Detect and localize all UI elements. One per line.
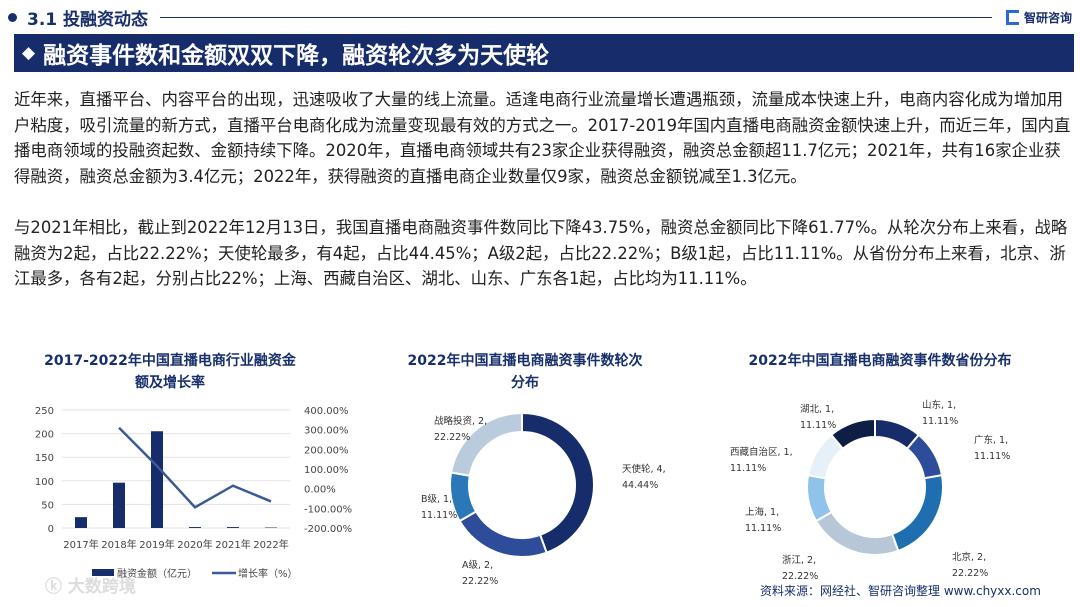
x-tick-label: 2022年 — [253, 538, 288, 551]
y2-tick-label: 200.00% — [304, 445, 349, 456]
x-tick-label: 2019年 — [139, 538, 174, 551]
paragraph-1: 近年来，直播平台、内容平台的出现，迅速吸收了大量的线上流量。适逢电商行业流量增长… — [14, 90, 1071, 186]
donut-slice — [449, 411, 523, 477]
chart-title-3: 2022年中国直播电商融资事件数省份分布 — [748, 353, 1012, 369]
donut-slice — [521, 411, 595, 554]
slice-label: B级, 1, — [421, 493, 452, 505]
slice-label: 西藏自治区, 1, — [730, 446, 793, 458]
slice-label: A级, 2, — [462, 559, 493, 571]
section-title: 3.1 投融资动态 — [27, 9, 149, 30]
y-tick-label: 200 — [35, 430, 54, 441]
slice-percent: 11.11% — [730, 463, 766, 474]
legend-swatch-bar — [92, 569, 114, 576]
y-tick-label: 150 — [35, 453, 54, 464]
banner-title: 融资事件数和金额双双下降，融资轮次多为天使轮 — [43, 43, 550, 69]
source-note: 资料来源：网经社、智研咨询整理 www.chyxx.com — [760, 584, 1041, 598]
slice-label: 山东, 1, — [922, 399, 956, 411]
donut-slice — [806, 474, 834, 523]
bar — [151, 431, 163, 528]
chart-title-1: 2017-2022年中国直播电商行业融资金额及增长率 — [44, 353, 296, 391]
slice-percent: 11.11% — [745, 523, 781, 534]
donut-slice — [814, 510, 900, 556]
x-tick-label: 2018年 — [101, 538, 136, 551]
x-tick-label: 2017年 — [63, 538, 98, 551]
bar — [113, 482, 125, 528]
y2-tick-label: 300.00% — [304, 426, 349, 437]
divider — [160, 16, 992, 18]
brand-name: 智研咨询 — [1023, 10, 1072, 25]
slice-percent: 11.11% — [421, 510, 457, 521]
slice-label: 广东, 1, — [974, 434, 1008, 446]
slice-label: 上海, 1, — [745, 506, 779, 518]
slice-percent: 22.22% — [952, 568, 988, 579]
slice-percent: 22.22% — [434, 432, 470, 443]
donut-slice — [890, 474, 944, 553]
slice-percent: 22.22% — [782, 571, 818, 582]
slice-label: 湖北, 1, — [800, 404, 834, 415]
watermark: ⓚ 大数跨境 — [45, 576, 136, 597]
slice-label: 北京, 2, — [952, 551, 986, 563]
bullet-icon — [8, 12, 17, 22]
bar — [227, 527, 239, 528]
y2-tick-label: -200.00% — [304, 524, 352, 535]
logo-icon — [1005, 9, 1019, 25]
y2-tick-label: 400.00% — [304, 406, 349, 417]
donut-slice — [458, 510, 548, 558]
slice-percent: 11.11% — [974, 451, 1010, 462]
y2-tick-label: -100.00% — [304, 504, 352, 515]
slice-percent: 11.11% — [800, 420, 836, 431]
y-tick-label: 50 — [41, 500, 54, 511]
brand-logo: 智研咨询 — [1005, 9, 1072, 26]
x-tick-label: 2021年 — [215, 538, 250, 551]
slice-percent: 44.44% — [622, 480, 658, 491]
donut-slice — [829, 417, 876, 451]
section-header: 3.1 投融资动态 智研咨询 — [8, 4, 1072, 30]
y2-tick-label: 0.00% — [304, 485, 336, 496]
slice-percent: 22.22% — [462, 576, 498, 587]
x-tick-label: 2020年 — [177, 538, 212, 551]
growth-line — [118, 426, 272, 509]
y-tick-label: 100 — [35, 477, 54, 488]
donut-slice — [905, 433, 944, 480]
slice-label: 战略投资, 2, — [434, 415, 487, 427]
legend-label: 增长率（%） — [238, 567, 298, 580]
slice-percent: 11.11% — [922, 416, 958, 427]
slice-label: 浙江, 2, — [782, 554, 816, 566]
bar — [189, 527, 201, 528]
y2-tick-label: 100.00% — [304, 465, 349, 476]
legend-label: 融资金额（亿元） — [117, 567, 197, 580]
paragraph-2: 与2021年相比，截止到2022年12月13日，我国直播电商融资事件数同比下降4… — [14, 218, 1068, 288]
bar — [75, 517, 87, 528]
chart-title-2: 2022年中国直播电商融资事件数轮次分布 — [407, 353, 643, 391]
slice-label: 天使轮, 4, — [622, 463, 666, 475]
y-tick-label: 250 — [35, 406, 54, 417]
title-banner: ◆ 融资事件数和金额双双下降，融资轮次多为天使轮 — [14, 34, 1074, 72]
y-tick-label: 0 — [48, 524, 54, 535]
diamond-icon: ◆ — [22, 43, 36, 63]
